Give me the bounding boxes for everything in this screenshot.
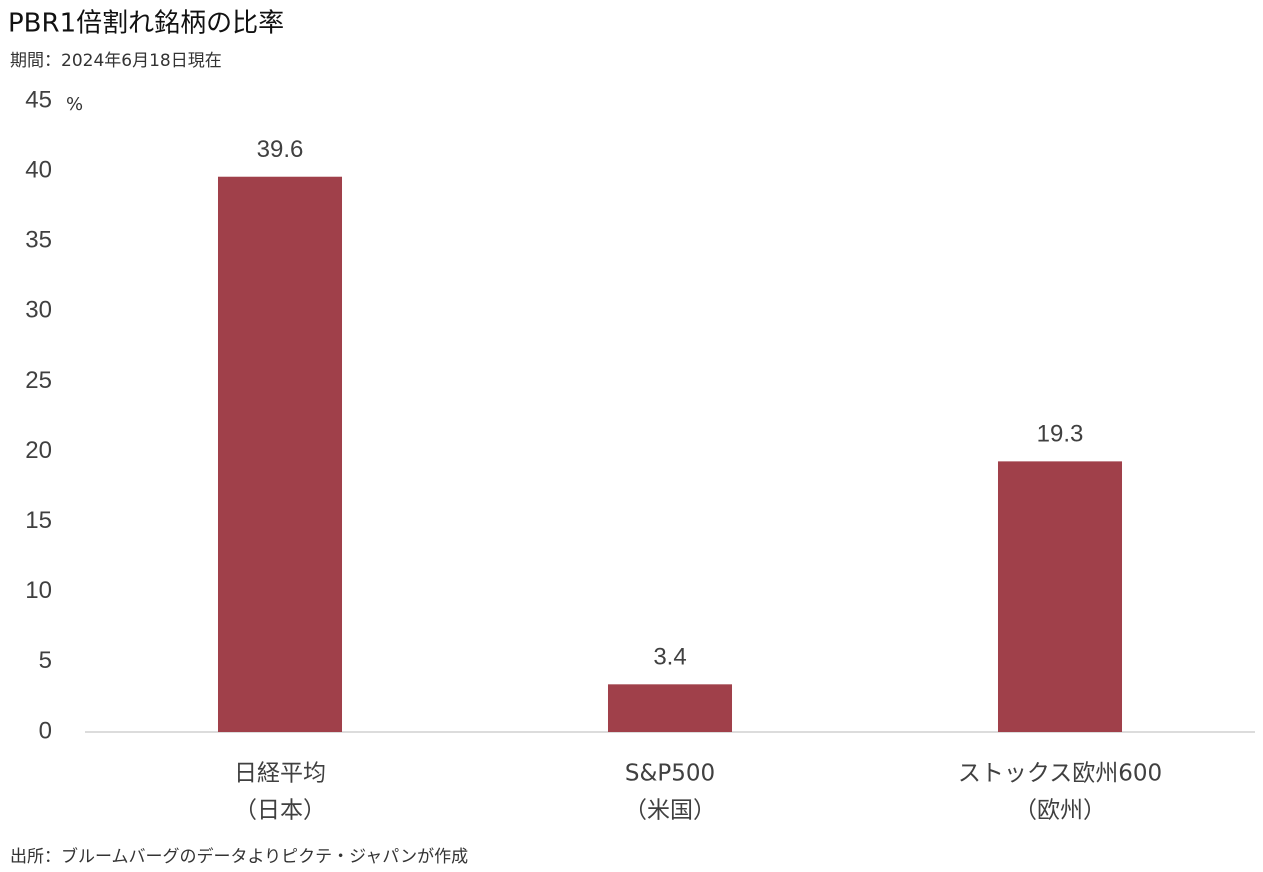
chart-title: PBR1倍割れ銘柄の比率	[8, 9, 284, 39]
bar	[997, 461, 1123, 732]
bar	[217, 176, 343, 733]
chart-subtitle: 期間：2024年6月18日現在	[10, 51, 222, 71]
y-tick-label: 45	[25, 86, 52, 113]
source-note: 出所：ブルームバーグのデータよりピクテ・ジャパンが作成	[10, 846, 468, 867]
y-tick-label: 30	[25, 297, 52, 324]
y-tick-label: 0	[39, 717, 52, 744]
y-tick-label: 20	[25, 437, 52, 464]
y-tick-label: 5	[39, 647, 52, 674]
y-tick-label: 25	[25, 367, 52, 394]
x-tick-label: S&P500	[625, 761, 715, 787]
value-label: 39.6	[257, 136, 304, 163]
y-unit: %	[66, 94, 83, 115]
y-tick-label: 35	[25, 227, 52, 254]
y-tick-label: 40	[25, 156, 52, 183]
bar	[607, 684, 733, 732]
value-label: 19.3	[1037, 421, 1084, 448]
x-tick-label: 日経平均	[234, 761, 326, 787]
x-tick-sublabel: （米国）	[624, 798, 716, 824]
x-tick-sublabel: （欧州）	[1014, 798, 1106, 824]
x-tick-label: ストックス欧州600	[958, 761, 1162, 787]
y-tick-label: 15	[25, 507, 52, 534]
y-tick-label: 10	[25, 577, 52, 604]
x-tick-sublabel: （日本）	[234, 798, 326, 824]
value-label: 3.4	[653, 644, 686, 671]
